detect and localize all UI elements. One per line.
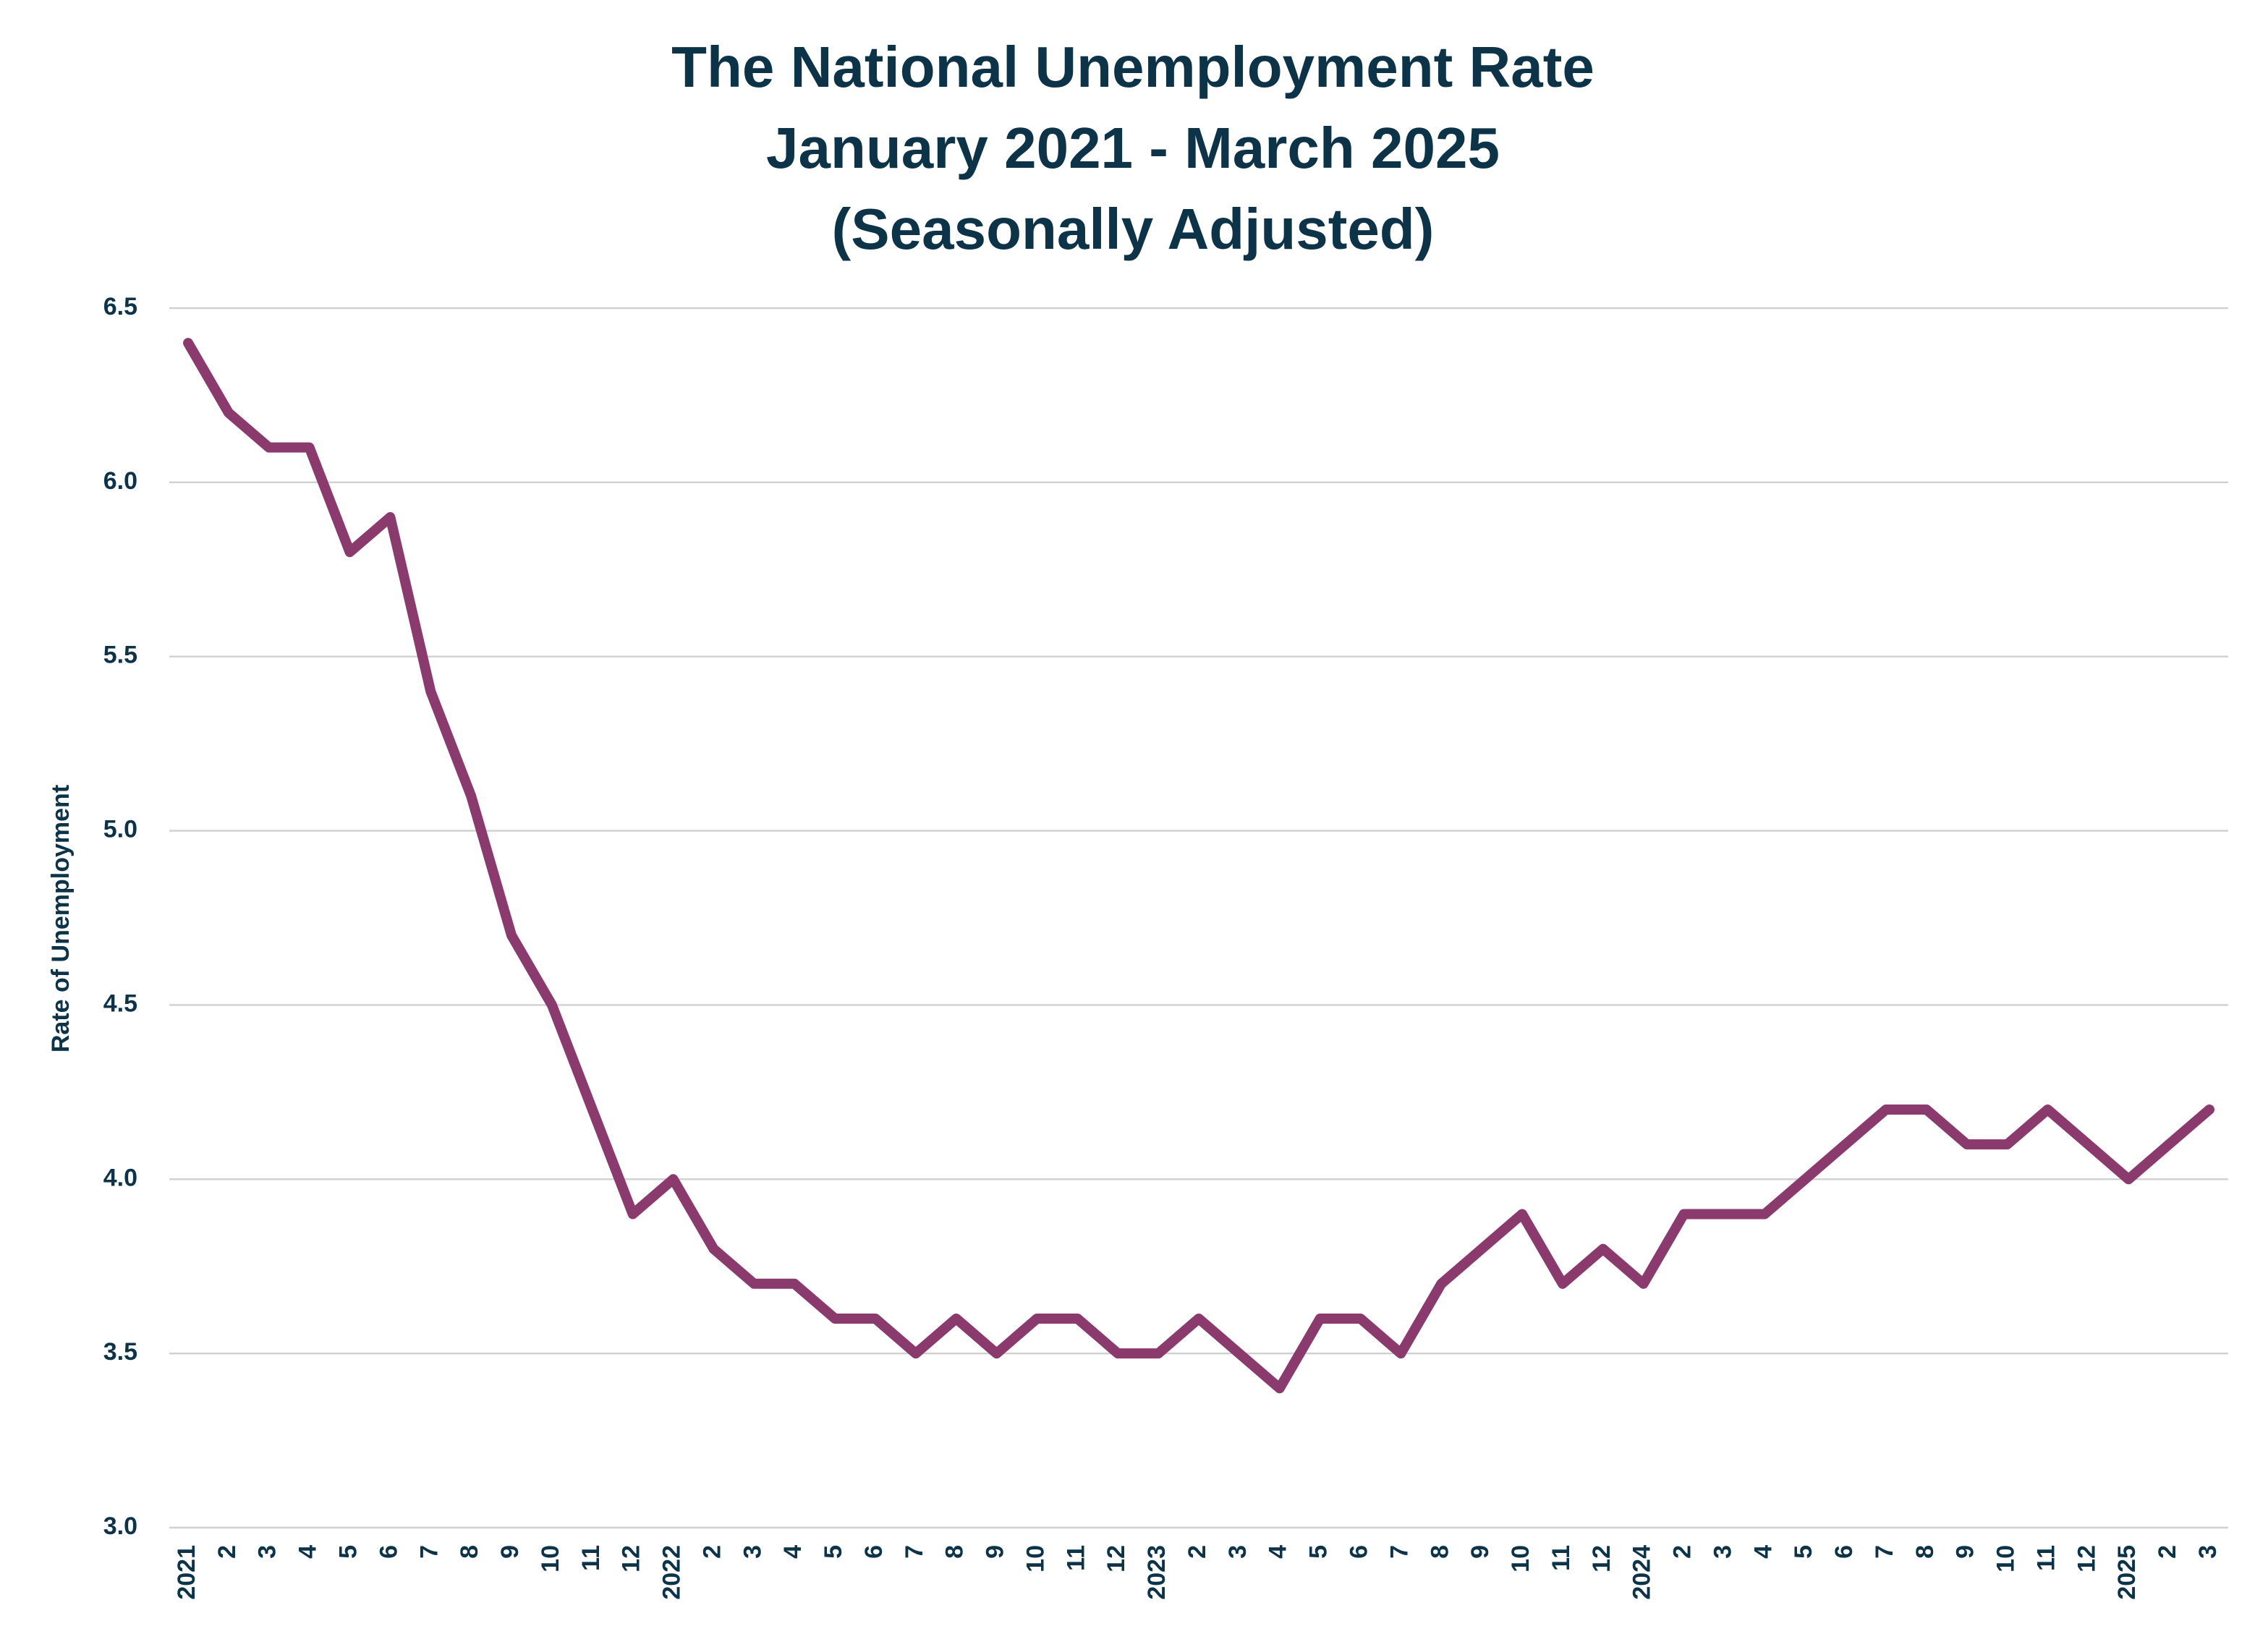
x-tick-label: 8 bbox=[1426, 1545, 1453, 1559]
x-tick-label: 2021 bbox=[173, 1545, 200, 1600]
x-tick-label: 3 bbox=[1709, 1545, 1736, 1559]
x-tick-label: 10 bbox=[1992, 1545, 2020, 1572]
x-tick-label: 11 bbox=[2032, 1545, 2060, 1571]
x-tick-label: 2022 bbox=[658, 1545, 686, 1600]
x-tick-label: 4 bbox=[1265, 1545, 1292, 1559]
x-tick-label: 7 bbox=[1871, 1545, 1898, 1559]
x-tick-label: 3 bbox=[1224, 1545, 1252, 1559]
y-tick-label: 6.0 bbox=[103, 467, 137, 495]
x-tick-label: 11 bbox=[577, 1545, 605, 1571]
x-tick-label: 3 bbox=[739, 1545, 766, 1559]
x-tick-label: 9 bbox=[982, 1545, 1009, 1559]
x-tick-label: 9 bbox=[1952, 1545, 1979, 1559]
x-tick-label: 10 bbox=[1022, 1545, 1049, 1572]
x-tick-label: 7 bbox=[415, 1545, 443, 1559]
x-tick-label: 3 bbox=[254, 1545, 281, 1559]
x-tick-label: 2023 bbox=[1143, 1545, 1171, 1600]
x-tick-label: 9 bbox=[496, 1545, 524, 1559]
x-tick-label: 5 bbox=[820, 1545, 847, 1559]
x-tick-label: 2 bbox=[698, 1545, 726, 1559]
y-tick-label: 4.5 bbox=[103, 990, 137, 1017]
y-tick-label: 3.5 bbox=[103, 1338, 137, 1366]
x-tick-label: 3 bbox=[2194, 1545, 2222, 1559]
x-tick-label: 4 bbox=[1749, 1545, 1777, 1559]
x-tick-label: 12 bbox=[618, 1545, 645, 1572]
chart-title: (Seasonally Adjusted) bbox=[832, 197, 1435, 261]
x-tick-label: 4 bbox=[294, 1545, 322, 1559]
x-tick-label: 2 bbox=[213, 1545, 241, 1559]
x-tick-label: 6 bbox=[375, 1545, 402, 1559]
y-axis-label: Rate of Unemployment bbox=[47, 785, 75, 1052]
x-tick-label: 11 bbox=[1547, 1545, 1575, 1571]
chart-title: January 2021 - March 2025 bbox=[766, 116, 1500, 180]
x-tick-label: 12 bbox=[2073, 1545, 2100, 1572]
x-tick-label: 9 bbox=[1466, 1545, 1494, 1559]
x-tick-label: 5 bbox=[1305, 1545, 1333, 1559]
x-tick-label: 2 bbox=[1669, 1545, 1696, 1559]
x-tick-label: 4 bbox=[779, 1545, 807, 1559]
x-tick-label: 8 bbox=[456, 1545, 483, 1559]
x-tick-label: 2 bbox=[1184, 1545, 1211, 1559]
x-tick-label: 2025 bbox=[2113, 1545, 2141, 1600]
y-tick-label: 3.0 bbox=[103, 1512, 137, 1540]
x-tick-label: 2024 bbox=[1628, 1545, 1656, 1600]
y-tick-label: 6.5 bbox=[103, 293, 137, 320]
y-tick-label: 5.5 bbox=[103, 642, 137, 669]
x-tick-label: 5 bbox=[335, 1545, 362, 1559]
y-tick-label: 5.0 bbox=[103, 816, 137, 843]
x-tick-label: 6 bbox=[1346, 1545, 1373, 1559]
x-tick-label: 12 bbox=[1588, 1545, 1615, 1572]
x-tick-label: 8 bbox=[941, 1545, 969, 1559]
x-tick-label: 5 bbox=[1790, 1545, 1817, 1559]
x-tick-label: 8 bbox=[1911, 1545, 1939, 1559]
x-tick-label: 11 bbox=[1062, 1545, 1090, 1571]
x-tick-label: 6 bbox=[1830, 1545, 1858, 1559]
x-tick-label: 10 bbox=[1507, 1545, 1534, 1572]
x-tick-label: 2 bbox=[2154, 1545, 2181, 1559]
chart-title: The National Unemployment Rate bbox=[671, 35, 1594, 99]
x-tick-label: 12 bbox=[1103, 1545, 1130, 1572]
x-tick-label: 7 bbox=[1385, 1545, 1413, 1559]
y-tick-label: 4.0 bbox=[103, 1164, 137, 1191]
x-tick-label: 10 bbox=[537, 1545, 564, 1572]
x-tick-label: 6 bbox=[860, 1545, 888, 1559]
data-line bbox=[183, 338, 2214, 1394]
x-tick-label: 7 bbox=[901, 1545, 928, 1559]
